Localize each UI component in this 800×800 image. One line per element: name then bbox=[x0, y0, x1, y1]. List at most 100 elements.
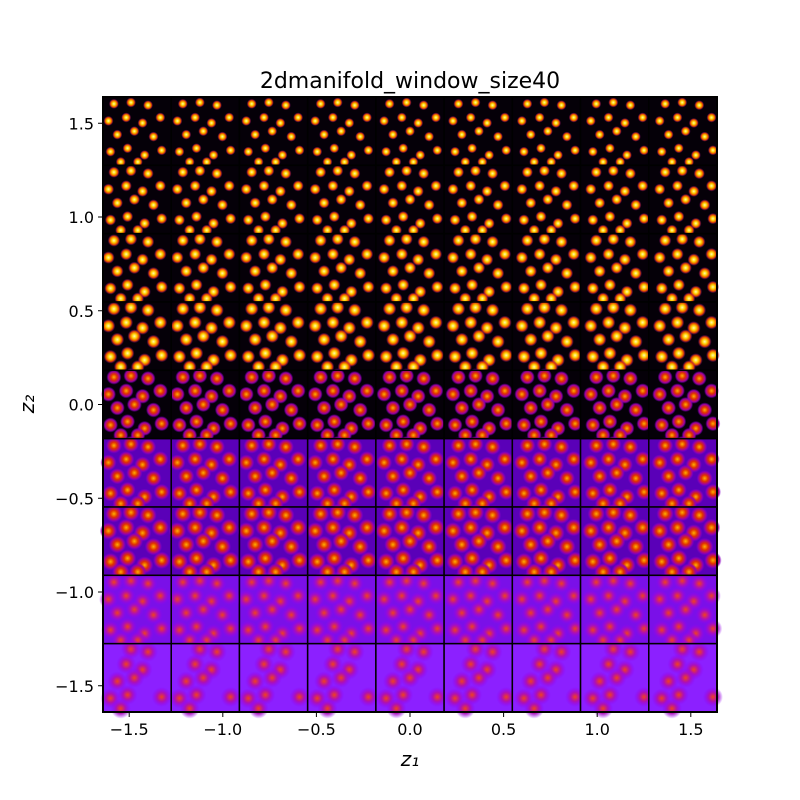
tile-blob bbox=[336, 126, 347, 137]
tile-blob bbox=[465, 346, 479, 361]
tile-blob bbox=[139, 506, 157, 524]
tile-blob bbox=[498, 483, 515, 501]
tile-blob bbox=[275, 117, 286, 128]
tile-blob bbox=[179, 265, 193, 278]
tile bbox=[102, 232, 172, 305]
tile-blob bbox=[542, 126, 553, 137]
tile-blob bbox=[621, 217, 633, 230]
tile-blob bbox=[193, 667, 214, 688]
tile-blob bbox=[263, 97, 274, 108]
tile-blob bbox=[699, 199, 711, 211]
tile-blob bbox=[413, 117, 424, 128]
tile-blob bbox=[620, 641, 641, 662]
tile-blob bbox=[636, 416, 652, 432]
tile-blob bbox=[174, 146, 185, 157]
tile-blob bbox=[559, 402, 575, 418]
tile-blob bbox=[585, 417, 601, 433]
tile-blob bbox=[481, 185, 493, 197]
tile-blob bbox=[615, 156, 626, 167]
tile-blob bbox=[553, 438, 570, 455]
tile-blob bbox=[120, 180, 132, 192]
tile-blob bbox=[309, 417, 325, 433]
tile-blob bbox=[119, 315, 134, 330]
tile-blob bbox=[174, 437, 191, 454]
tile-blob bbox=[456, 197, 468, 209]
tile-blob bbox=[552, 506, 571, 524]
tile-blob bbox=[280, 100, 291, 111]
tile-blob bbox=[460, 156, 471, 167]
tile-blob bbox=[129, 126, 140, 137]
tile-blob bbox=[262, 600, 282, 619]
tile-blob bbox=[532, 383, 548, 399]
tile-blob bbox=[403, 261, 417, 275]
tile-blob bbox=[122, 436, 140, 453]
tile-blob bbox=[569, 213, 581, 225]
tile-blob bbox=[606, 300, 621, 315]
tile-blob bbox=[262, 667, 283, 688]
tile-blob bbox=[587, 505, 605, 523]
tile-blob bbox=[533, 180, 546, 192]
tile-blob bbox=[655, 572, 675, 592]
tile-blob bbox=[395, 481, 412, 499]
tile-blob bbox=[103, 115, 114, 126]
tile-blob bbox=[224, 280, 237, 294]
tile bbox=[375, 368, 445, 443]
tile-blob bbox=[467, 143, 478, 154]
tile-blob bbox=[187, 383, 203, 399]
tile-blob bbox=[658, 301, 673, 316]
tile-blob bbox=[378, 183, 390, 195]
tile-blob bbox=[215, 334, 230, 349]
tile-blob bbox=[190, 278, 203, 292]
tile-blob bbox=[456, 129, 467, 140]
tile-blob bbox=[408, 156, 419, 167]
tile-blob bbox=[492, 199, 504, 211]
tile-blob bbox=[594, 129, 605, 140]
tile-blob bbox=[430, 112, 441, 123]
tile-blob bbox=[695, 605, 715, 625]
tile bbox=[375, 164, 445, 236]
tile-blob bbox=[416, 303, 431, 318]
tile bbox=[375, 503, 447, 581]
tile-blob bbox=[657, 437, 674, 454]
tile-blob bbox=[552, 217, 564, 230]
tile-blob bbox=[107, 671, 128, 692]
tile-blob bbox=[354, 199, 366, 211]
tile-blob bbox=[524, 698, 545, 719]
tile-blob bbox=[624, 167, 636, 180]
tile-blob bbox=[136, 253, 149, 266]
tile-blob bbox=[292, 348, 307, 363]
tile-blob bbox=[140, 371, 156, 387]
y-tick-label: −1.5 bbox=[55, 677, 94, 696]
tile-blob bbox=[284, 334, 299, 349]
tile-blob bbox=[374, 589, 394, 609]
tile-blob bbox=[380, 572, 399, 592]
tile bbox=[102, 164, 172, 236]
tile bbox=[375, 232, 445, 305]
tile-blob bbox=[243, 437, 260, 454]
tile-blob bbox=[628, 402, 644, 418]
tile-blob bbox=[637, 348, 651, 363]
tile-blob bbox=[590, 166, 602, 178]
tile-blob bbox=[124, 300, 138, 315]
tile-blob bbox=[639, 145, 650, 156]
tile-blob bbox=[108, 98, 119, 109]
tile-blob bbox=[259, 210, 271, 223]
tile-blob bbox=[245, 671, 266, 692]
tile-blob bbox=[293, 112, 304, 123]
tile-blob bbox=[455, 698, 476, 719]
tile-blob bbox=[448, 349, 462, 364]
tile-blob bbox=[675, 300, 690, 315]
tile-blob bbox=[107, 301, 121, 316]
tile-blob bbox=[392, 586, 412, 606]
tile-blob bbox=[325, 549, 344, 567]
tile-blob bbox=[174, 505, 192, 523]
tile-blob bbox=[316, 400, 332, 416]
tile-blob bbox=[276, 574, 296, 593]
tile-blob bbox=[535, 503, 554, 522]
tile-blob bbox=[261, 300, 276, 315]
tile-blob bbox=[532, 315, 547, 330]
tile-blob bbox=[108, 535, 127, 554]
tile-blob bbox=[520, 301, 535, 316]
tile-blob bbox=[670, 549, 688, 567]
tile-blob bbox=[194, 165, 206, 177]
